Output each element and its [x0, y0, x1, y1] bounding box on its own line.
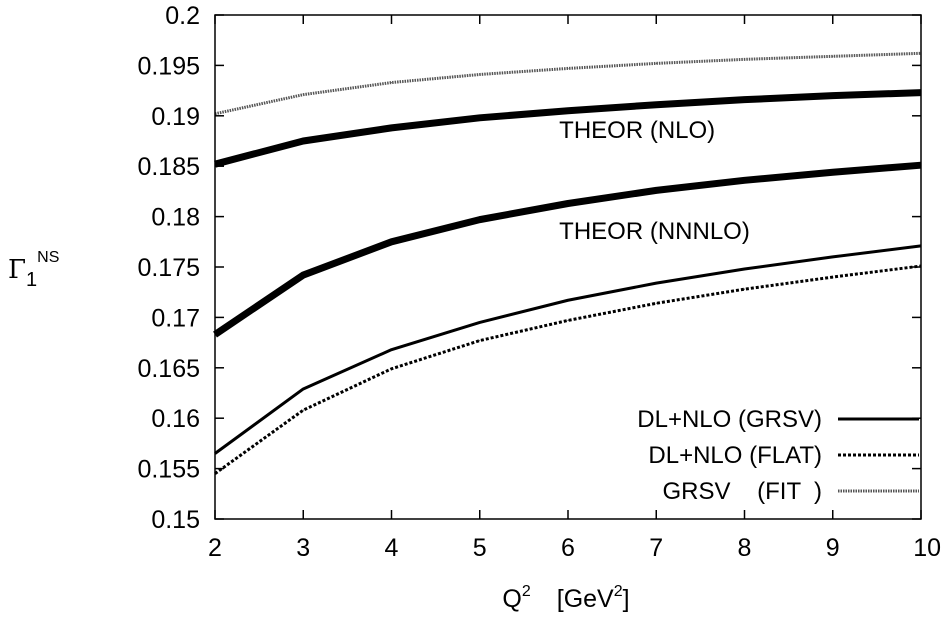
y-tick-label: 0.175: [137, 254, 200, 282]
data-point-3-1: [302, 388, 304, 390]
data-point-1-6: [744, 99, 745, 101]
data-point-3-7: [832, 256, 834, 258]
y-tick-label: 0.19: [151, 103, 200, 131]
x-tick-label: 9: [826, 534, 840, 562]
data-point-3-4: [567, 299, 569, 301]
data-point-0-5: [655, 62, 657, 64]
data-point-2-2: [391, 241, 392, 243]
annotation-label: THEOR (NNNLO): [559, 218, 750, 245]
series-line-0: [214, 51, 922, 116]
data-point-0-2: [391, 82, 392, 84]
x-axis-base: Q: [502, 585, 521, 613]
legend: DL+NLO (GRSV) DL+NLO (FLAT) GRSV (FIT ): [637, 406, 919, 505]
data-point-1-5: [655, 104, 657, 106]
x-tick-label: 2: [208, 534, 222, 562]
data-point-2-6: [744, 179, 745, 181]
data-point-3-2: [391, 349, 392, 351]
data-point-2-7: [832, 171, 834, 173]
legend-label: DL+NLO (FLAT): [648, 442, 822, 469]
data-point-0-6: [744, 58, 745, 60]
x-axis-unit-sup: 2: [614, 583, 623, 600]
x-tick-label: 4: [385, 534, 399, 562]
data-point-2-5: [655, 189, 657, 191]
series-line-4: [214, 264, 922, 475]
data-point-3-6: [744, 268, 745, 270]
data-point-3-3: [479, 321, 481, 323]
y-axis-title: Γ1NS: [8, 249, 59, 291]
data-point-1-4: [567, 110, 569, 112]
labels-layer: 2 3 4 5 6 7 8 9 10 0.15 0.155 0.16 0.165 0.17 0.175 0.1…: [137, 2, 941, 562]
y-tick-label: 0.165: [137, 355, 200, 383]
data-point-4-4: [567, 319, 569, 321]
y-tick-label: 0.2: [165, 2, 200, 30]
data-point-0-3: [479, 73, 481, 75]
annotation-label: THEOR (NLO): [559, 117, 715, 144]
annotation-layer: THEOR (NLO) THEOR (NNNLO): [559, 117, 750, 245]
data-point-0-7: [832, 55, 834, 57]
data-point-1-1: [302, 140, 304, 142]
x-tick-label: 8: [738, 534, 752, 562]
y-tick-label: 0.17: [151, 304, 200, 332]
data-point-2-3: [479, 219, 481, 221]
data-point-4-3: [479, 340, 481, 342]
y-tick-label: 0.15: [151, 506, 200, 534]
x-tick-label: 3: [296, 534, 310, 562]
data-point-2-1: [302, 274, 304, 276]
x-axis-unit-prefix: [GeV: [557, 585, 614, 613]
data-point-0-1: [302, 94, 304, 96]
y-axis-sup: NS: [37, 249, 59, 266]
y-tick-label: 0.185: [137, 153, 200, 181]
data-point-4-2: [391, 368, 392, 370]
data-point-4-5: [655, 302, 657, 304]
ticks-layer: [214, 14, 922, 520]
x-tick-label: 10: [913, 534, 941, 562]
data-point-4-7: [832, 276, 834, 278]
y-tick-label: 0.195: [137, 52, 200, 80]
data-point-1-3: [479, 117, 481, 119]
data-point-2-4: [567, 202, 569, 204]
y-axis-sub: 1: [26, 269, 37, 291]
x-axis-sup: 2: [522, 583, 531, 600]
y-axis-base: Γ: [8, 255, 26, 285]
x-tick-label: 5: [473, 534, 487, 562]
data-point-4-6: [744, 288, 745, 290]
legend-label: DL+NLO (GRSV): [637, 406, 822, 433]
legend-label: GRSV (FIT ): [662, 478, 822, 505]
x-tick-label: 6: [561, 534, 575, 562]
series-line-2: [213, 161, 922, 338]
y-tick-label: 0.16: [151, 405, 200, 433]
data-point-1-2: [391, 127, 392, 129]
x-tick-label: 7: [649, 534, 663, 562]
data-point-1-7: [832, 95, 834, 97]
x-axis-unit-suffix: ]: [623, 585, 630, 613]
series-layer: [213, 51, 922, 475]
x-axis-title: Q2 [GeV2]: [502, 583, 629, 613]
data-point-3-5: [655, 282, 657, 284]
data-point-0-4: [567, 67, 569, 69]
y-tick-label: 0.155: [137, 456, 200, 484]
y-tick-label: 0.18: [151, 204, 200, 232]
data-point-4-1: [302, 409, 304, 411]
